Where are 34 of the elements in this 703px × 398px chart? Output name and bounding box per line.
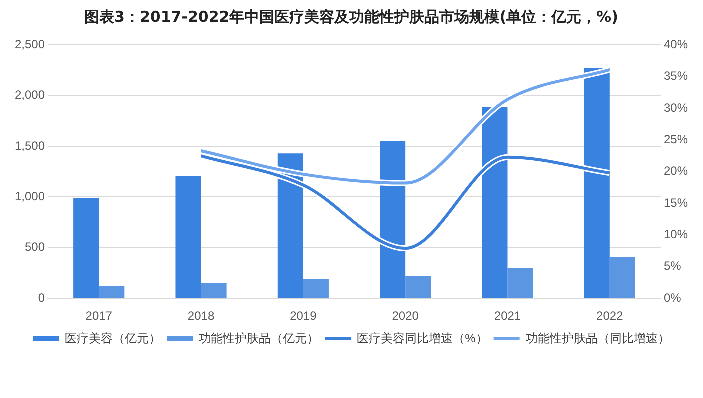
y-tick-label: 1,500 <box>15 138 46 153</box>
y2-tick-label: 20% <box>664 164 688 178</box>
y2-tick-label: 5% <box>664 259 682 274</box>
x-tick-label: 2018 <box>188 309 215 324</box>
bar <box>610 257 636 298</box>
y2-tick-label: 0% <box>664 290 682 305</box>
y2-tick-label: 40% <box>664 38 688 52</box>
bar <box>74 198 100 298</box>
y-tick-label: 0 <box>38 290 46 305</box>
y-tick-label: 2,500 <box>15 38 46 52</box>
x-tick-label: 2021 <box>494 309 522 324</box>
bar <box>508 268 534 298</box>
x-tick-label: 2019 <box>290 309 318 324</box>
x-tick-label: 2020 <box>392 309 420 324</box>
y2-tick-label: 25% <box>664 132 688 147</box>
y2-tick-label: 15% <box>664 196 688 210</box>
y2-tick-label: 35% <box>664 69 688 84</box>
chart-title: 图表3：2017-2022年中国医疗美容及功能性护肤品市场规模(单位：亿元，%) <box>84 8 620 27</box>
legend-label: 医疗美容（亿元） <box>65 331 162 346</box>
y2-tick-label: 30% <box>664 100 688 115</box>
bar <box>201 283 227 298</box>
legend-label: 功能性护肤品（同比增速） <box>526 331 670 346</box>
x-tick-label: 2022 <box>596 309 624 324</box>
y-tick-label: 1,000 <box>15 190 46 204</box>
legend-label: 功能性护肤品（亿元） <box>199 331 320 346</box>
y2-tick-label: 10% <box>664 228 688 242</box>
bar <box>176 176 202 298</box>
y-tick-label: 500 <box>25 240 46 254</box>
bar <box>303 279 329 298</box>
x-tick-label: 2017 <box>86 309 113 324</box>
bar <box>99 286 125 298</box>
y-tick-label: 2,000 <box>15 88 46 102</box>
legend-label: 医疗美容同比增速（%） <box>357 331 488 346</box>
bar <box>406 276 432 298</box>
